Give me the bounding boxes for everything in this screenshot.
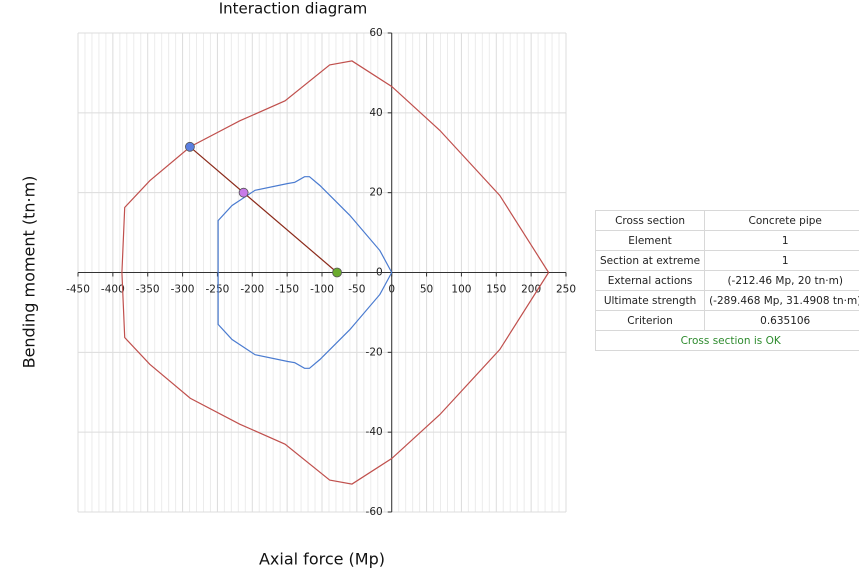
x-tick-label: -50 — [348, 284, 365, 296]
x-tick-label: -100 — [310, 284, 334, 296]
series-line — [189, 146, 338, 273]
y-tick-label: 60 — [369, 27, 382, 39]
y-tick-label: -60 — [366, 506, 383, 518]
y-tick-label: -20 — [366, 346, 383, 358]
series-line — [217, 176, 393, 369]
point-marker — [238, 187, 249, 198]
table-cell: 1 — [704, 250, 859, 271]
y-tick-label: 20 — [369, 187, 382, 199]
table-cell: 1 — [704, 230, 859, 251]
x-tick-label: -450 — [66, 284, 90, 296]
point-marker — [185, 141, 195, 152]
chart: Interaction diagram Axial force (Mp) Ben… — [20, 0, 577, 569]
table-cell: (-289.468 Mp, 31.4908 tn·m) — [704, 290, 859, 311]
table-cell: 0.635106 — [704, 310, 859, 331]
x-tick-label: 150 — [486, 284, 506, 296]
table-cell: Concrete pipe — [704, 210, 859, 231]
status-cell: Cross section is OK — [594, 330, 859, 351]
table-cell: Cross section — [594, 210, 706, 231]
x-tick-label: -350 — [136, 284, 160, 296]
y-tick-label: 40 — [369, 107, 382, 119]
x-tick-label: -200 — [240, 284, 264, 296]
x-tick-label: -150 — [275, 284, 299, 296]
table-row: Cross section is OK — [594, 330, 859, 351]
chart-title: Interaction diagram — [219, 0, 368, 18]
table-row: Section at extreme 1 — [594, 250, 859, 271]
series-line — [121, 60, 550, 485]
table-row: Ultimate strength (-289.468 Mp, 31.4908 t… — [594, 290, 859, 311]
table-row: Criterion 0.635106 — [594, 310, 859, 331]
x-tick-label: 250 — [556, 284, 576, 296]
y-axis-label: Bending moment (tn·m) — [20, 176, 39, 369]
x-tick-label: -250 — [206, 284, 230, 296]
table-cell: (-212.46 Mp, 20 tn·m) — [704, 270, 859, 291]
x-tick-label: 100 — [451, 284, 471, 296]
results-table: Cross section Concrete pipe Element 1 Sectio… — [594, 210, 859, 351]
x-tick-label: -300 — [171, 284, 195, 296]
point-marker — [332, 267, 342, 278]
table-cell: Criterion — [594, 310, 706, 331]
table-row: Element 1 — [594, 230, 859, 251]
table-row: External actions (-212.46 Mp, 20 tn·m) — [594, 270, 859, 291]
y-tick-label: -40 — [366, 426, 383, 438]
table-row: Cross section Concrete pipe — [594, 210, 859, 231]
table-cell: External actions — [594, 270, 706, 291]
table-cell: Element — [594, 230, 706, 251]
x-tick-label: 50 — [420, 284, 433, 296]
table-cell: Section at extreme — [594, 250, 706, 271]
table-cell: Ultimate strength — [594, 290, 706, 311]
x-axis-label: Axial force (Mp) — [259, 550, 385, 569]
x-tick-label: -400 — [101, 284, 125, 296]
